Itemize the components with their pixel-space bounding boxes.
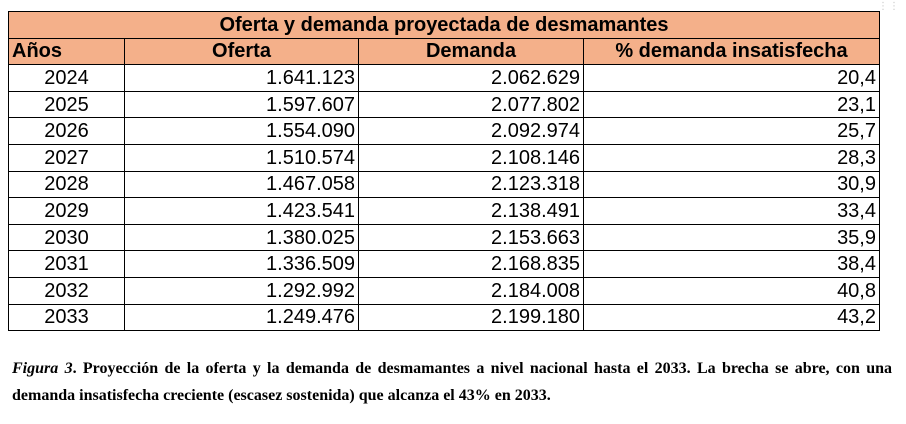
header-oferta: Oferta [124, 37, 359, 66]
more-dots-icon: ⋮⋮ [878, 1, 900, 12]
cell-year: 2026 [8, 117, 125, 145]
table-row: 2027 1.510.574 2.108.146 28,3 [8, 143, 880, 172]
cell-year: 2031 [8, 250, 125, 278]
cell-unmet-demand: 28,3 [583, 143, 880, 172]
cell-unmet-demand: 35,9 [583, 223, 880, 252]
cell-year: 2024 [8, 64, 125, 92]
cell-demanda: 2.184.008 [358, 276, 584, 305]
table-row: 2028 1.467.058 2.123.318 30,9 [8, 170, 880, 199]
cell-oferta: 1.597.607 [124, 90, 359, 119]
cell-oferta: 1.249.476 [124, 303, 359, 332]
cell-demanda: 2.199.180 [358, 303, 584, 332]
cell-demanda: 2.062.629 [358, 64, 584, 92]
table-body: 2024 1.641.123 2.062.629 20,4 2025 1.597.607 2… [8, 64, 880, 332]
projection-table-container: Oferta y demanda proyectada de desmamant… [8, 11, 880, 332]
figure-label: Figura 3 [12, 360, 73, 377]
table-row: 2029 1.423.541 2.138.491 33,4 [8, 197, 880, 225]
cell-oferta: 1.510.574 [124, 143, 359, 172]
cell-demanda: 2.168.835 [358, 250, 584, 278]
cell-demanda: 2.123.318 [358, 170, 584, 199]
table-row: 2026 1.554.090 2.092.974 25,7 [8, 117, 880, 145]
cell-year: 2033 [8, 303, 125, 332]
figure-caption: Figura 3. Proyección de la oferta y la d… [12, 355, 892, 409]
cell-demanda: 2.138.491 [358, 197, 584, 225]
cell-unmet-demand: 38,4 [583, 250, 880, 278]
cell-oferta: 1.554.090 [124, 117, 359, 145]
cell-year: 2025 [8, 90, 125, 119]
cell-year: 2028 [8, 170, 125, 199]
table-title-row: Oferta y demanda proyectada de desmamant… [8, 11, 880, 39]
table-header-row: Años Oferta Demanda % demanda insatisfec… [8, 37, 880, 66]
cell-unmet-demand: 25,7 [583, 117, 880, 145]
cell-unmet-demand: 23,1 [583, 90, 880, 119]
cell-oferta: 1.292.992 [124, 276, 359, 305]
table-row: 2031 1.336.509 2.168.835 38,4 [8, 250, 880, 278]
projection-table: Oferta y demanda proyectada de desmamant… [8, 11, 880, 332]
table-row: 2030 1.380.025 2.153.663 35,9 [8, 223, 880, 252]
cell-year: 2029 [8, 197, 125, 225]
cell-demanda: 2.153.663 [358, 223, 584, 252]
cell-oferta: 1.423.541 [124, 197, 359, 225]
table-row: 2024 1.641.123 2.062.629 20,4 [8, 64, 880, 92]
header-demanda: Demanda [358, 37, 584, 66]
table-row: 2033 1.249.476 2.199.180 43,2 [8, 303, 880, 332]
cell-demanda: 2.077.802 [358, 90, 584, 119]
header-unmet-demand: % demanda insatisfecha [583, 37, 880, 66]
cell-unmet-demand: 33,4 [583, 197, 880, 225]
cell-demanda: 2.092.974 [358, 117, 584, 145]
cell-year: 2030 [8, 223, 125, 252]
cell-year: 2032 [8, 276, 125, 305]
figure-caption-text: . Proyección de la oferta y la demanda d… [12, 360, 892, 404]
table-row: 2025 1.597.607 2.077.802 23,1 [8, 90, 880, 119]
table-row: 2032 1.292.992 2.184.008 40,8 [8, 276, 880, 305]
cell-oferta: 1.380.025 [124, 223, 359, 252]
header-years: Años [8, 37, 125, 66]
cell-unmet-demand: 20,4 [583, 64, 880, 92]
cell-unmet-demand: 40,8 [583, 276, 880, 305]
cell-oferta: 1.467.058 [124, 170, 359, 199]
cell-oferta: 1.641.123 [124, 64, 359, 92]
cell-unmet-demand: 43,2 [583, 303, 880, 332]
cell-oferta: 1.336.509 [124, 250, 359, 278]
cell-demanda: 2.108.146 [358, 143, 584, 172]
cell-unmet-demand: 30,9 [583, 170, 880, 199]
cell-year: 2027 [8, 143, 125, 172]
table-title: Oferta y demanda proyectada de desmamant… [8, 11, 880, 39]
